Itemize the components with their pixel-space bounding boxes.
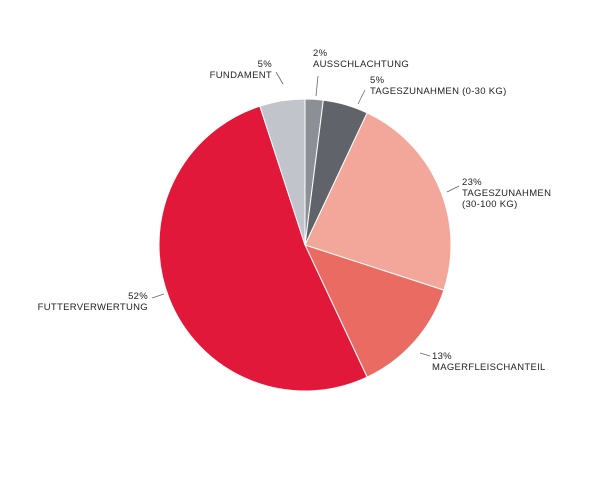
slice-label: 13% MAGERFLEISCHANTEIL [432, 351, 546, 373]
percent-label: 23% [462, 177, 482, 188]
category-label: TAGESZUNAHMEN (30-100 KG) [462, 188, 552, 210]
leader-line [446, 185, 460, 193]
leader-line [357, 89, 366, 105]
leader-line [419, 352, 431, 357]
leader-line [315, 75, 319, 97]
slice-label: 5% TAGESZUNAHMEN (0-30 KG) [370, 75, 507, 97]
pie-slice [259, 98, 306, 246]
category-label: FUTTERVERWERTUNG [37, 302, 148, 313]
slice-label: 5% FUNDAMENT [210, 59, 272, 81]
slice-label: 23% TAGESZUNAHMEN (30-100 KG) [462, 177, 551, 210]
percent-label: 13% [432, 351, 452, 362]
pie-slice [304, 244, 445, 378]
category-label: AUSSCHLACHTUNG [313, 59, 410, 70]
percent-label: 5% [370, 75, 385, 86]
category-label: TAGESZUNAHMEN (0-30 KG) [370, 86, 507, 97]
percent-label: 52% [128, 291, 148, 302]
percent-label: 5% [257, 59, 272, 70]
slice-label: 52% FUTTERVERWERTUNG [38, 291, 148, 313]
leader-line [151, 293, 165, 299]
category-label: MAGERFLEISCHANTEIL [432, 362, 546, 373]
pie-slice [158, 105, 368, 392]
percent-label: 2% [313, 48, 328, 59]
leader-line [275, 71, 284, 85]
category-label: FUNDAMENT [209, 70, 272, 81]
pie-slice [304, 112, 452, 291]
slice-label: 2% AUSSCHLACHTUNG [313, 48, 409, 70]
